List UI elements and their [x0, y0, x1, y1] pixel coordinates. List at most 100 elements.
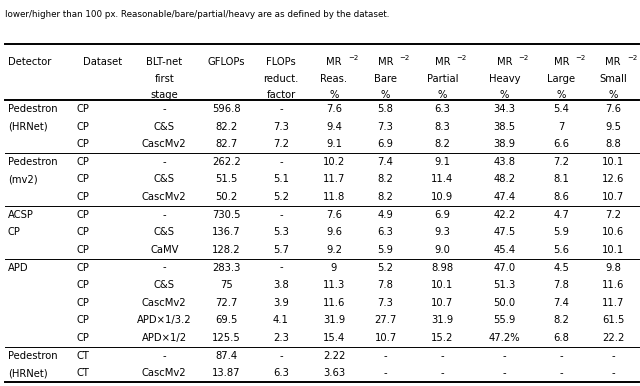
Text: 7.2: 7.2	[605, 210, 621, 220]
Text: Pedestron: Pedestron	[8, 157, 58, 167]
Text: CP: CP	[77, 210, 90, 220]
Text: 12.6: 12.6	[602, 174, 624, 185]
Text: 10.1: 10.1	[431, 280, 454, 290]
Text: 47.4: 47.4	[493, 192, 516, 202]
Text: −2: −2	[575, 54, 586, 61]
Text: 9.6: 9.6	[326, 227, 342, 237]
Text: CP: CP	[77, 174, 90, 185]
Text: 6.3: 6.3	[273, 368, 289, 378]
Text: Pedestron: Pedestron	[8, 104, 58, 114]
Text: 34.3: 34.3	[493, 104, 516, 114]
Text: CP: CP	[77, 280, 90, 290]
Text: APD: APD	[8, 262, 28, 273]
Text: %: %	[557, 90, 566, 100]
Text: -: -	[503, 351, 506, 361]
Text: (HRNet): (HRNet)	[8, 122, 47, 132]
Text: 8.2: 8.2	[378, 192, 394, 202]
Text: 4.5: 4.5	[554, 262, 570, 273]
Text: 8.8: 8.8	[605, 139, 621, 149]
Text: 7.2: 7.2	[554, 157, 570, 167]
Text: 8.98: 8.98	[431, 262, 454, 273]
Text: 10.7: 10.7	[431, 298, 454, 308]
Text: 6.8: 6.8	[554, 333, 570, 343]
Text: 5.1: 5.1	[273, 174, 289, 185]
Text: 87.4: 87.4	[216, 351, 237, 361]
Text: 5.6: 5.6	[554, 245, 570, 255]
Text: 2.22: 2.22	[323, 351, 345, 361]
Text: stage: stage	[150, 90, 178, 100]
Text: -: -	[559, 368, 563, 378]
Text: 9.5: 9.5	[605, 122, 621, 132]
Text: -: -	[279, 262, 283, 273]
Text: 6.9: 6.9	[435, 210, 451, 220]
Text: CascMv2: CascMv2	[142, 192, 187, 202]
Text: CP: CP	[77, 333, 90, 343]
Text: CP: CP	[77, 227, 90, 237]
Text: 72.7: 72.7	[215, 298, 237, 308]
Text: CP: CP	[77, 139, 90, 149]
Text: Detector: Detector	[8, 57, 51, 67]
Text: 8.2: 8.2	[378, 174, 394, 185]
Text: Large: Large	[547, 74, 575, 84]
Text: 10.9: 10.9	[431, 192, 454, 202]
Text: 11.3: 11.3	[323, 280, 345, 290]
Text: 5.2: 5.2	[378, 262, 394, 273]
Text: reduct.: reduct.	[263, 74, 299, 84]
Text: 4.7: 4.7	[554, 210, 570, 220]
Text: 51.5: 51.5	[215, 174, 237, 185]
Text: CascMv2: CascMv2	[142, 368, 187, 378]
Text: APD×1/2: APD×1/2	[141, 333, 187, 343]
Text: -: -	[440, 351, 444, 361]
Text: 3.9: 3.9	[273, 298, 289, 308]
Text: 5.9: 5.9	[554, 227, 570, 237]
Text: 69.5: 69.5	[215, 315, 237, 325]
Text: 75: 75	[220, 280, 233, 290]
Text: 11.7: 11.7	[602, 298, 624, 308]
Text: CP: CP	[8, 227, 20, 237]
Text: 48.2: 48.2	[493, 174, 516, 185]
Text: 50.2: 50.2	[215, 192, 237, 202]
Text: MR: MR	[326, 57, 342, 67]
Text: CaMV: CaMV	[150, 245, 179, 255]
Text: -: -	[440, 368, 444, 378]
Text: −2: −2	[627, 54, 637, 61]
Text: lower/higher than 100 px. Reasonable/bare/partial/heavy are as defined by the da: lower/higher than 100 px. Reasonable/bar…	[5, 10, 390, 19]
Text: MR: MR	[497, 57, 513, 67]
Text: CT: CT	[77, 368, 90, 378]
Text: 9.1: 9.1	[435, 157, 451, 167]
Text: 7.4: 7.4	[554, 298, 570, 308]
Text: Bare: Bare	[374, 74, 397, 84]
Text: 5.8: 5.8	[378, 104, 394, 114]
Text: 11.8: 11.8	[323, 192, 345, 202]
Text: CascMv2: CascMv2	[142, 139, 187, 149]
Text: -: -	[559, 351, 563, 361]
Text: GFLOPs: GFLOPs	[207, 57, 245, 67]
Text: 8.2: 8.2	[435, 139, 451, 149]
Text: Dataset: Dataset	[83, 57, 122, 67]
Text: 11.6: 11.6	[323, 298, 345, 308]
Text: MR: MR	[605, 57, 621, 67]
Text: 31.9: 31.9	[431, 315, 454, 325]
Text: -: -	[503, 368, 506, 378]
Text: CP: CP	[77, 245, 90, 255]
Text: -: -	[163, 104, 166, 114]
Text: 5.9: 5.9	[378, 245, 394, 255]
Text: ACSP: ACSP	[8, 210, 33, 220]
Text: 61.5: 61.5	[602, 315, 624, 325]
Text: 128.2: 128.2	[212, 245, 241, 255]
Text: 11.4: 11.4	[431, 174, 454, 185]
Text: 51.3: 51.3	[493, 280, 516, 290]
Text: %: %	[381, 90, 390, 100]
Text: −2: −2	[518, 54, 529, 61]
Text: -: -	[163, 210, 166, 220]
Text: 10.7: 10.7	[374, 333, 397, 343]
Text: 8.2: 8.2	[554, 315, 570, 325]
Text: Reas.: Reas.	[321, 74, 348, 84]
Text: 8.1: 8.1	[554, 174, 570, 185]
Text: C&S: C&S	[154, 122, 175, 132]
Text: 9.1: 9.1	[326, 139, 342, 149]
Text: 596.8: 596.8	[212, 104, 241, 114]
Text: -: -	[279, 104, 283, 114]
Text: CP: CP	[77, 104, 90, 114]
Text: 9.2: 9.2	[326, 245, 342, 255]
